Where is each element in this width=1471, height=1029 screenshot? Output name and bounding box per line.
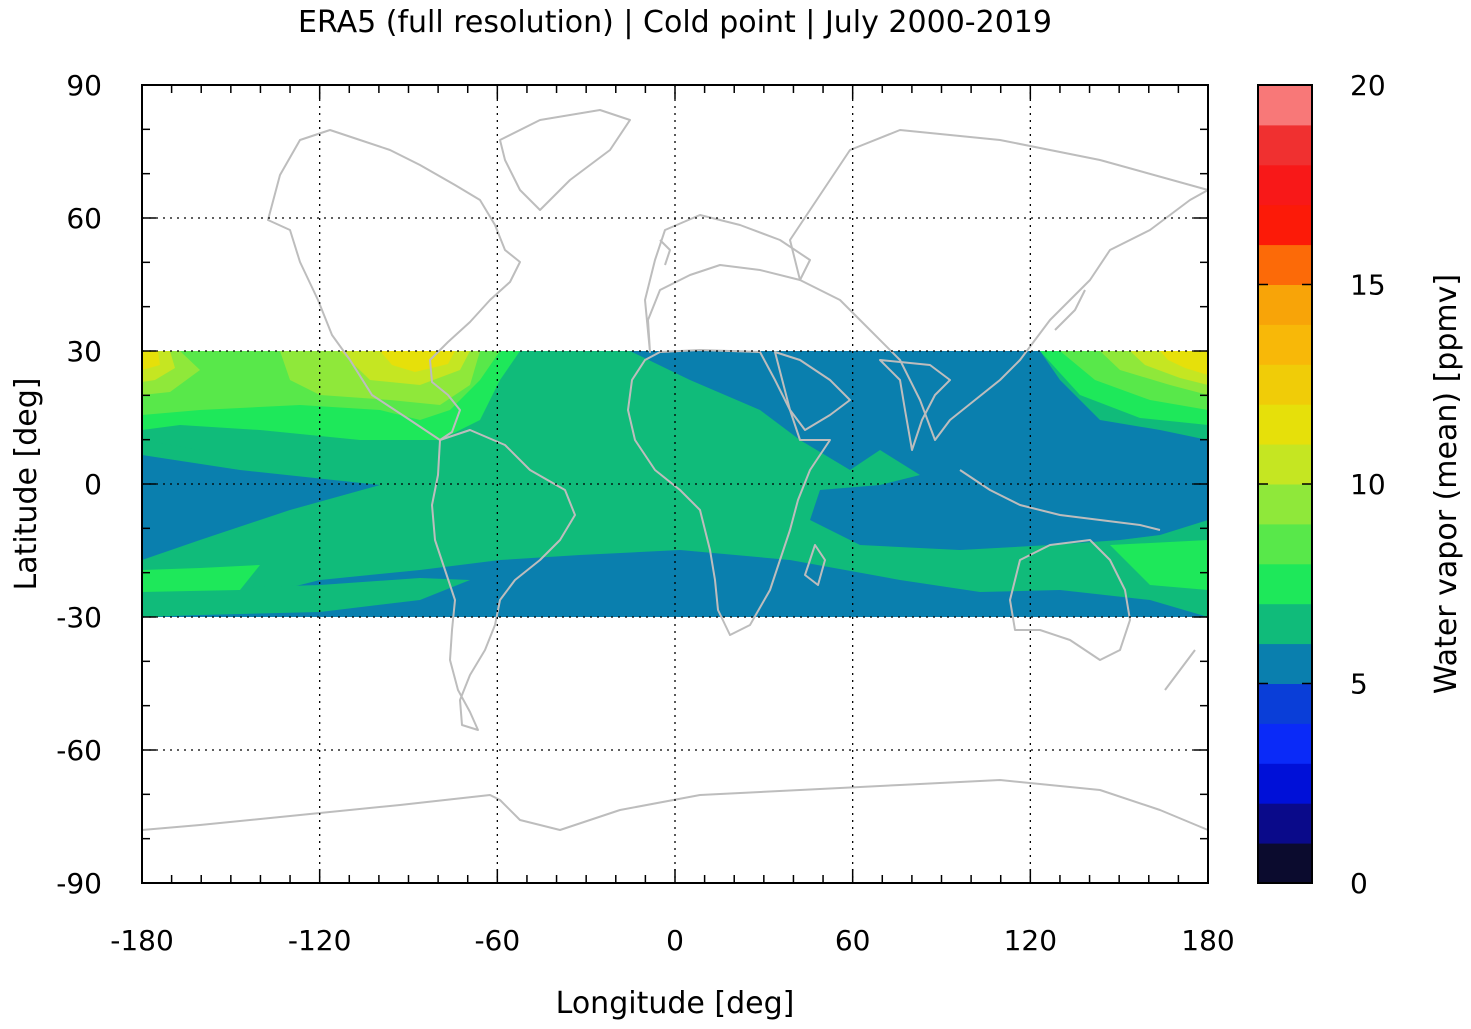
x-tick-label: -180 (110, 924, 174, 957)
colorbar-swatch (1258, 563, 1312, 605)
coastline-india (879, 359, 951, 451)
colorbar-swatch (1258, 444, 1312, 485)
y-tick-label: 0 (84, 468, 102, 501)
contour-region-5-6-south (142, 578, 470, 617)
coastline-uk (659, 239, 671, 266)
grid-lines (142, 85, 1208, 883)
coastline-arabia (774, 351, 851, 431)
y-axis-label: Latitude [deg] (9, 378, 44, 591)
colorbar-tick-label: 15 (1350, 269, 1386, 302)
colorbar-swatch (1258, 523, 1312, 565)
colorbar-swatch (1258, 603, 1312, 645)
colorbar-swatch (1258, 164, 1312, 206)
y-tick-labels: 90 60 30 0 -30 -60 -90 (56, 69, 102, 900)
y-tick-label: 90 (66, 69, 102, 102)
colorbar-label: Water vapor (mean) [ppmv] (1429, 274, 1464, 694)
colorbar-swatch (1258, 843, 1312, 884)
plot-frame (141, 84, 1209, 884)
chart-title: ERA5 (full resolution) | Cold point | Ju… (298, 5, 1052, 40)
x-tick-label: -120 (288, 924, 352, 957)
colorbar-swatch (1258, 723, 1312, 764)
colorbar-swatch (1258, 683, 1312, 724)
x-tick-label: 60 (835, 924, 871, 957)
colorbar (1257, 84, 1313, 884)
colorbar-tick-label: 5 (1350, 668, 1368, 701)
coastlines (141, 109, 1209, 831)
coastline-north-america (267, 129, 521, 441)
colorbar-swatch (1258, 484, 1312, 525)
coastline-south-america (431, 429, 576, 731)
colorbar-swatch (1258, 643, 1312, 684)
coastline-japan (1054, 289, 1086, 331)
contour-region-6-7-se (1110, 540, 1208, 590)
y-tick-label: -60 (56, 734, 102, 767)
colorbar-swatch (1258, 284, 1312, 325)
colorbar-swatch (1258, 324, 1312, 365)
x-tick-labels: -180 -120 -60 0 60 120 180 (110, 924, 1235, 957)
contour-region-4-5-west (142, 455, 380, 560)
colorbar-swatch (1258, 364, 1312, 405)
contour-region-6-7-sw (142, 565, 260, 592)
colorbar-tick-labels: 0 5 10 15 20 (1350, 69, 1386, 900)
colorbar-swatch (1258, 244, 1312, 285)
colorbar-swatch (1258, 124, 1312, 166)
colorbar-swatch (1258, 204, 1312, 246)
coastline-australia (1009, 539, 1131, 661)
contour-field (142, 351, 1208, 617)
colorbar-swatch (1258, 85, 1312, 126)
coastline-greenland (499, 109, 631, 211)
y-tick-label: -30 (56, 601, 102, 634)
x-tick-label: 120 (1004, 924, 1057, 957)
coastline-europe (644, 214, 811, 353)
coastline-new-zealand (1164, 649, 1196, 691)
colorbar-swatch (1258, 404, 1312, 445)
x-tick-label: 180 (1181, 924, 1234, 957)
y-tick-label: 30 (66, 335, 102, 368)
y-tick-label: -90 (56, 867, 102, 900)
colorbar-tick-label: 0 (1350, 867, 1368, 900)
contour-region-10-11-gulf (380, 351, 455, 372)
x-tick-label: -60 (474, 924, 520, 957)
coastline-asia (789, 129, 1209, 441)
x-tick-label: 0 (666, 924, 684, 957)
contour-region-10-11-west (142, 351, 160, 370)
colorbar-swatch (1258, 763, 1312, 804)
coastline-madagascar (804, 544, 826, 586)
colorbar-tick-label: 20 (1350, 69, 1386, 102)
contour-region-10-11-pacific (1160, 351, 1208, 375)
colorbar-tick-label: 10 (1350, 468, 1386, 501)
colorbar-swatch (1258, 803, 1312, 844)
y-tick-label: 60 (66, 202, 102, 235)
coastline-indonesia (959, 469, 1161, 531)
x-axis-label: Longitude [deg] (556, 986, 795, 1021)
coastline-antarctica (141, 779, 1209, 831)
